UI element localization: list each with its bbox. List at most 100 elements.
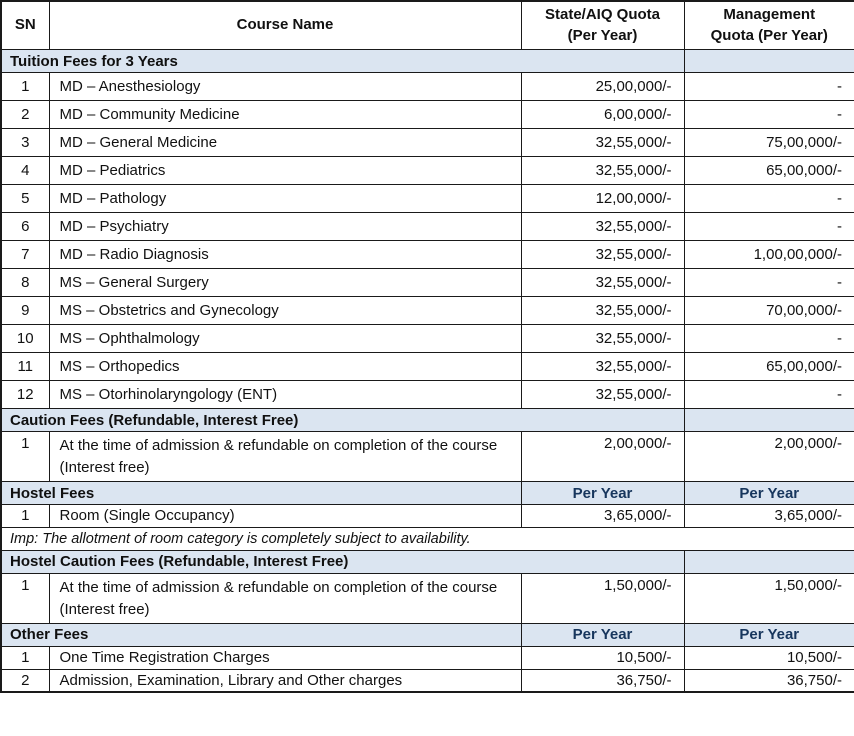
management-quota-fee: 1,50,000/- (683, 572, 854, 624)
table-row: 1 At the time of admission & refundable … (0, 572, 854, 624)
state-per-year-label: Per Year (520, 622, 685, 647)
fee-description: Room (Single Occupancy) (48, 504, 522, 528)
state-quota-fee: 32,55,000/- (520, 128, 685, 157)
header-management-quota: Management Quota (Per Year) (683, 0, 854, 50)
table-row: 10 MS – Ophthalmology 32,55,000/- - (0, 324, 854, 353)
management-quota-fee: 65,00,000/- (683, 352, 854, 381)
course-name: MD – Anesthesiology (48, 72, 522, 101)
state-per-year-label: Per Year (520, 481, 685, 505)
row-sn: 3 (0, 128, 50, 157)
state-quota-fee: 2,00,000/- (520, 431, 685, 482)
management-per-year-label: Per Year (683, 481, 854, 505)
management-quota-fee: 3,65,000/- (683, 504, 854, 528)
table-row: 12 MS – Otorhinolaryngology (ENT) 32,55,… (0, 380, 854, 409)
state-quota-fee: 32,55,000/- (520, 212, 685, 241)
state-quota-fee: 10,500/- (520, 645, 685, 670)
row-sn: 12 (0, 380, 50, 409)
hostel-note-text: Imp: The allotment of room category is c… (0, 526, 854, 551)
section-header-hostel-caution-fees: Hostel Caution Fees (Refundable, Interes… (0, 549, 854, 574)
fee-structure-table: SN Course Name State/AIQ Quota (Per Year… (0, 0, 854, 694)
state-quota-fee: 32,55,000/- (520, 352, 685, 381)
row-sn: 6 (0, 212, 50, 241)
section-header-hostel-fees: Hostel Fees Per Year Per Year (0, 481, 854, 505)
state-quota-fee: 32,55,000/- (520, 296, 685, 325)
management-per-year-label: Per Year (683, 622, 854, 647)
table-row: 1 Room (Single Occupancy) 3,65,000/- 3,6… (0, 504, 854, 528)
management-quota-fee: 75,00,000/- (683, 128, 854, 157)
course-name: MD – Psychiatry (48, 212, 522, 241)
management-quota-fee: 2,00,000/- (683, 431, 854, 482)
course-name: MD – General Medicine (48, 128, 522, 157)
table-header-row: SN Course Name State/AIQ Quota (Per Year… (0, 0, 854, 50)
hostel-note-row: Imp: The allotment of room category is c… (0, 526, 854, 551)
table-row: 2 Admission, Examination, Library and Ot… (0, 668, 854, 693)
section-title: Other Fees (0, 622, 522, 647)
header-course-name: Course Name (48, 0, 522, 50)
row-sn: 1 (0, 572, 50, 624)
management-quota-fee: - (683, 100, 854, 129)
row-sn: 10 (0, 324, 50, 353)
state-quota-fee: 32,55,000/- (520, 268, 685, 297)
header-sn: SN (0, 0, 50, 50)
state-quota-fee: 36,750/- (520, 668, 685, 693)
state-quota-fee: 32,55,000/- (520, 240, 685, 269)
row-sn: 2 (0, 668, 50, 693)
table-row: 9 MS – Obstetrics and Gynecology 32,55,0… (0, 296, 854, 325)
table-row: 6 MD – Psychiatry 32,55,000/- - (0, 212, 854, 241)
table-row: 1 MD – Anesthesiology 25,00,000/- - (0, 72, 854, 101)
state-quota-fee: 32,55,000/- (520, 324, 685, 353)
course-name: MS – Otorhinolaryngology (ENT) (48, 380, 522, 409)
management-quota-fee: 65,00,000/- (683, 156, 854, 185)
management-quota-fee: - (683, 268, 854, 297)
section-title: Caution Fees (Refundable, Interest Free) (0, 408, 685, 432)
table-row: 11 MS – Orthopedics 32,55,000/- 65,00,00… (0, 352, 854, 381)
course-name: MD – Pediatrics (48, 156, 522, 185)
management-quota-fee: - (683, 184, 854, 213)
section-empty-cell (683, 549, 854, 574)
section-empty-cell (683, 408, 854, 432)
course-name: MS – General Surgery (48, 268, 522, 297)
course-name: MS – Ophthalmology (48, 324, 522, 353)
management-quota-fee: 36,750/- (683, 668, 854, 693)
fee-description: One Time Registration Charges (48, 645, 522, 670)
course-name: MD – Radio Diagnosis (48, 240, 522, 269)
table-row: 4 MD – Pediatrics 32,55,000/- 65,00,000/… (0, 156, 854, 185)
management-quota-fee: 70,00,000/- (683, 296, 854, 325)
row-sn: 8 (0, 268, 50, 297)
management-quota-fee: - (683, 324, 854, 353)
state-quota-fee: 25,00,000/- (520, 72, 685, 101)
header-state-quota-line1: State/AIQ Quota (544, 6, 660, 24)
section-title: Hostel Caution Fees (Refundable, Interes… (0, 549, 685, 574)
section-title: Tuition Fees for 3 Years (0, 49, 685, 73)
row-sn: 1 (0, 504, 50, 528)
table-row: 5 MD – Pathology 12,00,000/- - (0, 184, 854, 213)
section-empty-cell (683, 49, 854, 73)
state-quota-fee: 32,55,000/- (520, 380, 685, 409)
row-sn: 5 (0, 184, 50, 213)
header-management-quota-line2: Quota (Per Year) (710, 26, 828, 44)
management-quota-fee: - (683, 72, 854, 101)
row-sn: 1 (0, 72, 50, 101)
row-sn: 7 (0, 240, 50, 269)
table-row: 1 One Time Registration Charges 10,500/-… (0, 645, 854, 670)
section-header-other-fees: Other Fees Per Year Per Year (0, 622, 854, 647)
section-header-tuition-fees: Tuition Fees for 3 Years (0, 49, 854, 73)
fee-description: Admission, Examination, Library and Othe… (48, 668, 522, 693)
state-quota-fee: 3,65,000/- (520, 504, 685, 528)
row-sn: 2 (0, 100, 50, 129)
course-name: MD – Pathology (48, 184, 522, 213)
table-row: 3 MD – General Medicine 32,55,000/- 75,0… (0, 128, 854, 157)
row-sn: 9 (0, 296, 50, 325)
row-sn: 1 (0, 645, 50, 670)
management-quota-fee: - (683, 212, 854, 241)
table-row: 8 MS – General Surgery 32,55,000/- - (0, 268, 854, 297)
fee-description: At the time of admission & refundable on… (48, 572, 522, 624)
row-sn: 1 (0, 431, 50, 482)
section-header-caution-fees: Caution Fees (Refundable, Interest Free) (0, 408, 854, 432)
row-sn: 11 (0, 352, 50, 381)
header-state-quota: State/AIQ Quota (Per Year) (520, 0, 685, 50)
management-quota-fee: 1,00,00,000/- (683, 240, 854, 269)
fee-description: At the time of admission & refundable on… (48, 431, 522, 482)
section-title: Hostel Fees (0, 481, 522, 505)
course-name: MS – Orthopedics (48, 352, 522, 381)
